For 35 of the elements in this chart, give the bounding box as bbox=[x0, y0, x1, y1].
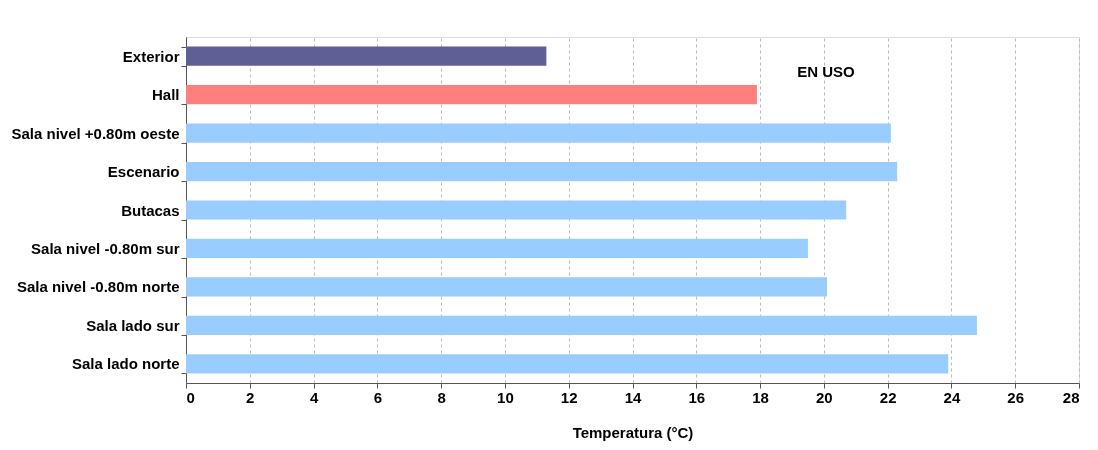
x-tick-label: 0 bbox=[186, 388, 195, 406]
y-tick-label: Sala nivel -0.80m sur bbox=[31, 239, 180, 257]
y-tick-label: Sala lado norte bbox=[71, 355, 180, 373]
x-tick-label: 22 bbox=[879, 388, 897, 406]
bar bbox=[186, 200, 847, 220]
x-tick-label: 4 bbox=[309, 388, 319, 406]
x-tick-label: 14 bbox=[624, 388, 642, 406]
x-tick-label: 6 bbox=[373, 388, 383, 406]
bar bbox=[186, 238, 808, 259]
y-tick-label: Sala nivel +0.80m oeste bbox=[11, 124, 180, 142]
x-tick-label: 20 bbox=[816, 388, 833, 406]
x-tick-label: 8 bbox=[437, 388, 446, 406]
y-tick-label: Sala nivel -0.80m norte bbox=[16, 278, 180, 296]
x-tick-label: 16 bbox=[688, 388, 706, 406]
bar bbox=[186, 161, 898, 182]
x-tick-label: 24 bbox=[943, 388, 961, 406]
x-tick-label: 28 bbox=[1062, 388, 1080, 406]
x-tick-label: 18 bbox=[752, 388, 769, 406]
y-tick-label: Hall bbox=[151, 86, 180, 104]
x-axis-title: Temperatura (°C) bbox=[572, 423, 694, 441]
x-tick-label: 12 bbox=[560, 388, 578, 406]
y-tick-label: Escenario bbox=[107, 163, 180, 181]
annotation: EN USO bbox=[797, 63, 856, 80]
x-tick-label: 26 bbox=[1007, 388, 1025, 406]
bar bbox=[186, 277, 828, 297]
y-tick-label: Sala lado sur bbox=[86, 316, 180, 334]
y-tick-label: Butacas bbox=[121, 201, 180, 219]
x-tick-label: 2 bbox=[246, 388, 255, 406]
bar bbox=[186, 315, 977, 335]
x-tick-label: 10 bbox=[497, 388, 514, 406]
bar bbox=[186, 46, 547, 66]
y-tick-label: Exterior bbox=[122, 47, 180, 65]
bar bbox=[186, 354, 949, 374]
bar bbox=[186, 85, 757, 105]
bar bbox=[186, 123, 891, 143]
